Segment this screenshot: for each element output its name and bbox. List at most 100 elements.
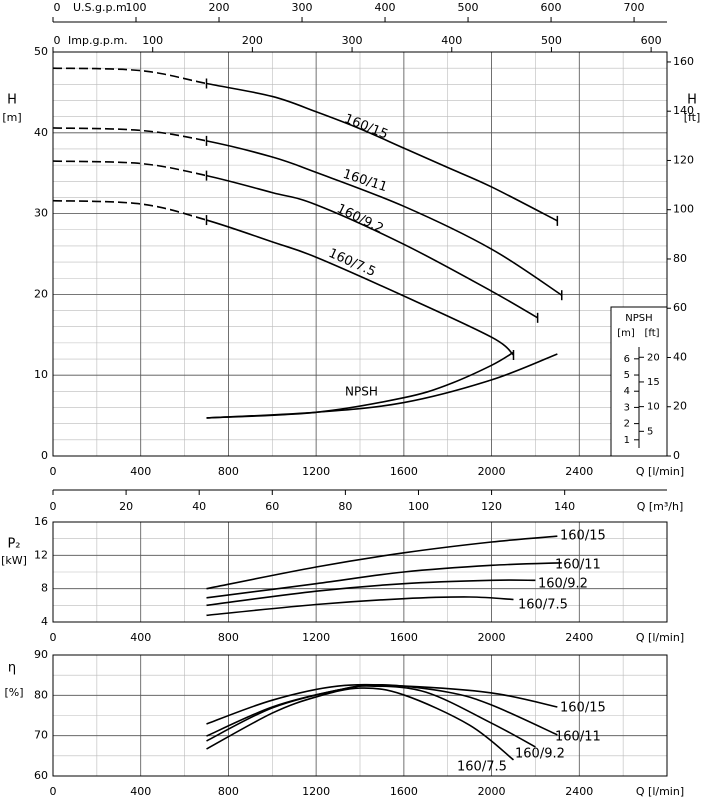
npsh-unit-ft: [ft] bbox=[644, 328, 659, 339]
y-tick-label: 40 bbox=[34, 126, 48, 139]
npsh-tick-label: 1 bbox=[624, 435, 630, 446]
top-axis-tick-label: 700 bbox=[624, 1, 645, 14]
top-axis-tick-label: 200 bbox=[209, 1, 230, 14]
x-tick-label: 1200 bbox=[302, 465, 330, 478]
y-axis-unit: [kW] bbox=[1, 554, 27, 567]
curve bbox=[206, 353, 558, 419]
top-axis-tick-label: 600 bbox=[541, 1, 562, 14]
x-tick-label: 1600 bbox=[390, 465, 418, 478]
top-axis-tick-label: 300 bbox=[342, 34, 363, 47]
npsh-ft-tick-label: 20 bbox=[647, 352, 660, 363]
npsh-tick-label: 2 bbox=[624, 419, 630, 430]
x-axis-label: Q [l/min] bbox=[636, 465, 684, 478]
top-axis-tick-label: 600 bbox=[641, 34, 662, 47]
x-tick-label: 0 bbox=[50, 785, 57, 798]
x-tick-label: 2000 bbox=[478, 785, 506, 798]
x-axis-label: Q [l/min] bbox=[636, 785, 684, 798]
y-tick-label: 8 bbox=[41, 582, 48, 595]
x-tick-label: 400 bbox=[130, 465, 151, 478]
npsh-label: NPSH bbox=[345, 385, 378, 399]
series-label: 160/11 bbox=[555, 558, 601, 573]
top-axis-label: Imp.g.p.m. bbox=[68, 34, 128, 47]
curve bbox=[206, 579, 536, 607]
x-tick-label: 800 bbox=[218, 465, 239, 478]
plot-frame bbox=[52, 654, 668, 777]
x-tick-label: 2400 bbox=[565, 465, 593, 478]
x-tick-label: 2000 bbox=[478, 631, 506, 644]
y2-tick-label: 60 bbox=[673, 301, 687, 314]
top-axis-tick-label: 0 bbox=[54, 1, 61, 14]
bottom-axis-tick-label: 40 bbox=[192, 500, 206, 513]
npsh-tick-label: 3 bbox=[624, 402, 630, 413]
curve bbox=[206, 535, 558, 590]
x-tick-label: 400 bbox=[130, 631, 151, 644]
top-axis-label: U.S.g.p.m. bbox=[73, 1, 130, 14]
bottom-axis-tick-label: 60 bbox=[265, 500, 279, 513]
y-tick-label: 0 bbox=[41, 449, 48, 462]
series-label: 160/9.2 bbox=[515, 747, 565, 762]
y2-tick-label: 100 bbox=[673, 203, 694, 216]
y-tick-label: 60 bbox=[34, 769, 48, 782]
top-axis-tick-label: 0 bbox=[54, 34, 61, 47]
y-tick-label: 20 bbox=[34, 287, 48, 300]
y-tick-label: 12 bbox=[34, 548, 48, 561]
x-tick-label: 400 bbox=[130, 785, 151, 798]
curve bbox=[206, 685, 536, 748]
npsh-tick-label: 4 bbox=[624, 386, 630, 397]
y-tick-label: 10 bbox=[34, 368, 48, 381]
series-label: 160/11 bbox=[555, 730, 601, 745]
y-axis-label: H bbox=[7, 93, 17, 108]
top-axis-tick-label: 500 bbox=[458, 1, 479, 14]
x-tick-label: 1600 bbox=[390, 631, 418, 644]
series-label: 160/15 bbox=[560, 529, 606, 544]
top-axis-tick-label: 500 bbox=[541, 34, 562, 47]
top-axis-tick-label: 400 bbox=[441, 34, 462, 47]
y2-tick-label: 140 bbox=[673, 104, 694, 117]
y-tick-label: 16 bbox=[34, 515, 48, 528]
curve bbox=[52, 67, 558, 222]
x-tick-label: 2000 bbox=[478, 465, 506, 478]
x-tick-label: 0 bbox=[50, 465, 57, 478]
plot-frame bbox=[52, 521, 668, 623]
y2-tick-label: 160 bbox=[673, 55, 694, 68]
bottom-axis-tick-label: 20 bbox=[119, 500, 133, 513]
bottom-axis-tick-label: 140 bbox=[554, 500, 575, 513]
bottom-axis-tick-label: 100 bbox=[408, 500, 429, 513]
series-label: 160/9.2 bbox=[538, 577, 588, 592]
bottom-axis-tick-label: 80 bbox=[338, 500, 352, 513]
npsh-ft-tick-label: 5 bbox=[647, 426, 653, 437]
top-axis-tick-label: 200 bbox=[242, 34, 263, 47]
npsh-ft-tick-label: 10 bbox=[647, 402, 660, 413]
y-tick-label: 80 bbox=[34, 688, 48, 701]
top-axis-tick-label: 400 bbox=[375, 1, 396, 14]
npsh-tick-label: 5 bbox=[624, 370, 630, 381]
y-tick-label: 30 bbox=[34, 207, 48, 220]
y-tick-label: 70 bbox=[34, 729, 48, 742]
x-axis-label: Q [l/min] bbox=[636, 631, 684, 644]
top-axis-tick-label: 100 bbox=[126, 1, 147, 14]
x-tick-label: 2400 bbox=[565, 785, 593, 798]
y-tick-label: 4 bbox=[41, 615, 48, 628]
curve bbox=[206, 596, 514, 617]
y-tick-label: 50 bbox=[34, 45, 48, 58]
x-tick-label: 800 bbox=[218, 631, 239, 644]
curve bbox=[206, 687, 514, 761]
series-label: 160/7.5 bbox=[457, 760, 507, 775]
curve bbox=[52, 127, 563, 296]
bottom-axis-tick-label: 120 bbox=[481, 500, 502, 513]
y2-tick-label: 120 bbox=[673, 153, 694, 166]
x-tick-label: 1200 bbox=[302, 785, 330, 798]
curve bbox=[52, 160, 539, 319]
npsh-axis-title: NPSH bbox=[625, 313, 652, 324]
x-tick-label: 1200 bbox=[302, 631, 330, 644]
y-axis-unit: [%] bbox=[4, 686, 23, 699]
y2-tick-label: 40 bbox=[673, 350, 687, 363]
bottom-axis-tick-label: 0 bbox=[50, 500, 57, 513]
top-axis-tick-label: 100 bbox=[142, 34, 163, 47]
plot-frame bbox=[52, 51, 668, 457]
npsh-tick-label: 6 bbox=[624, 354, 630, 365]
x-tick-label: 1600 bbox=[390, 785, 418, 798]
x-tick-label: 2400 bbox=[565, 631, 593, 644]
y2-axis-unit: [ft] bbox=[684, 111, 701, 124]
